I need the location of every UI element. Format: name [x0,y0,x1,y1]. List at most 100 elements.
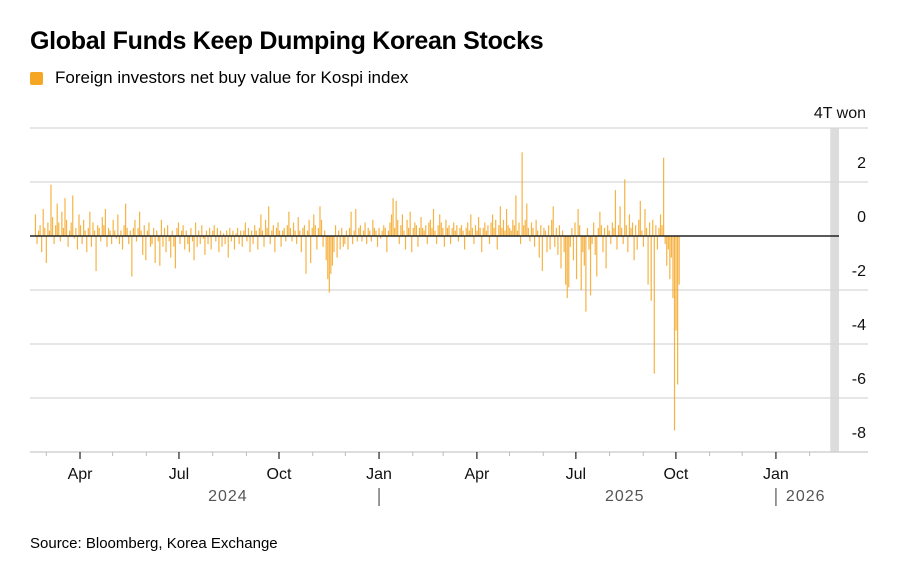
bar [538,236,540,258]
bar [446,227,449,236]
bar [210,236,212,250]
bar [423,230,425,236]
bar [622,236,624,245]
bar [292,222,295,236]
bar [364,222,366,236]
bar [454,230,456,236]
bar [518,222,520,236]
bar [257,236,259,250]
bar [509,227,511,236]
bar [115,236,117,239]
bar [628,214,631,236]
bar [470,214,472,236]
bar [378,227,380,236]
x-tick-label: Oct [663,466,688,483]
bar [241,236,243,247]
bar [456,225,458,236]
bar [661,225,663,236]
bar [370,236,372,242]
y-tick-label: 4T won [814,105,866,122]
bar [143,225,145,236]
bar [213,225,215,236]
bar [347,236,349,250]
bar [358,227,360,236]
bar [638,219,640,236]
bar [303,225,306,236]
bar [485,230,487,236]
bar [614,190,617,236]
bar [201,225,203,236]
bar [338,230,340,236]
bar [395,200,397,236]
bar [571,227,573,236]
bar [677,236,679,385]
bar [641,230,643,236]
bar [58,222,60,236]
bar [557,236,559,255]
bar [261,230,264,236]
bar [188,236,190,253]
bar [608,230,610,236]
bar [663,157,665,236]
y-tick-label: 0 [857,209,866,226]
bar [69,230,71,236]
bar [70,222,72,236]
year-label: 2025 [605,488,645,505]
bar [198,230,200,236]
bar [412,227,414,236]
bar [72,195,74,236]
bar [156,230,158,236]
bar [135,236,138,242]
bar [339,236,341,250]
bar [429,219,431,236]
bar [89,211,91,236]
bar [314,225,316,236]
bar [103,225,105,236]
bar [282,230,284,236]
bar [566,236,568,299]
bar [392,198,394,236]
bar [232,230,234,236]
bar [47,222,49,236]
bar [512,219,514,236]
bar [112,219,114,236]
bar [529,236,531,242]
y-tick-label: -6 [852,371,866,388]
bar [258,227,260,236]
bar [655,225,657,236]
bar [302,227,304,236]
bar [219,230,222,236]
bar [610,236,612,245]
bar [207,236,209,245]
bar [664,236,666,245]
bar [409,211,411,236]
bar [471,227,473,236]
bar [434,230,436,236]
bar [356,236,358,242]
bar [177,222,180,236]
bar [246,236,248,242]
bar [381,230,383,236]
bar [114,230,116,236]
bar [75,227,77,236]
bar [366,236,368,245]
bar [563,236,565,253]
bar [330,236,332,274]
bar [383,225,385,236]
bar [675,236,677,331]
bar [348,227,351,236]
bar [541,236,543,272]
bar [372,219,374,236]
bar [359,225,362,236]
bar [264,219,267,236]
bar [193,236,195,261]
bar [546,236,548,253]
bar [160,219,162,236]
bar [95,236,97,272]
bar [583,236,585,266]
bar [325,236,327,261]
bar [428,222,430,236]
bar [55,225,57,236]
bar [448,225,450,236]
bar [286,225,288,236]
